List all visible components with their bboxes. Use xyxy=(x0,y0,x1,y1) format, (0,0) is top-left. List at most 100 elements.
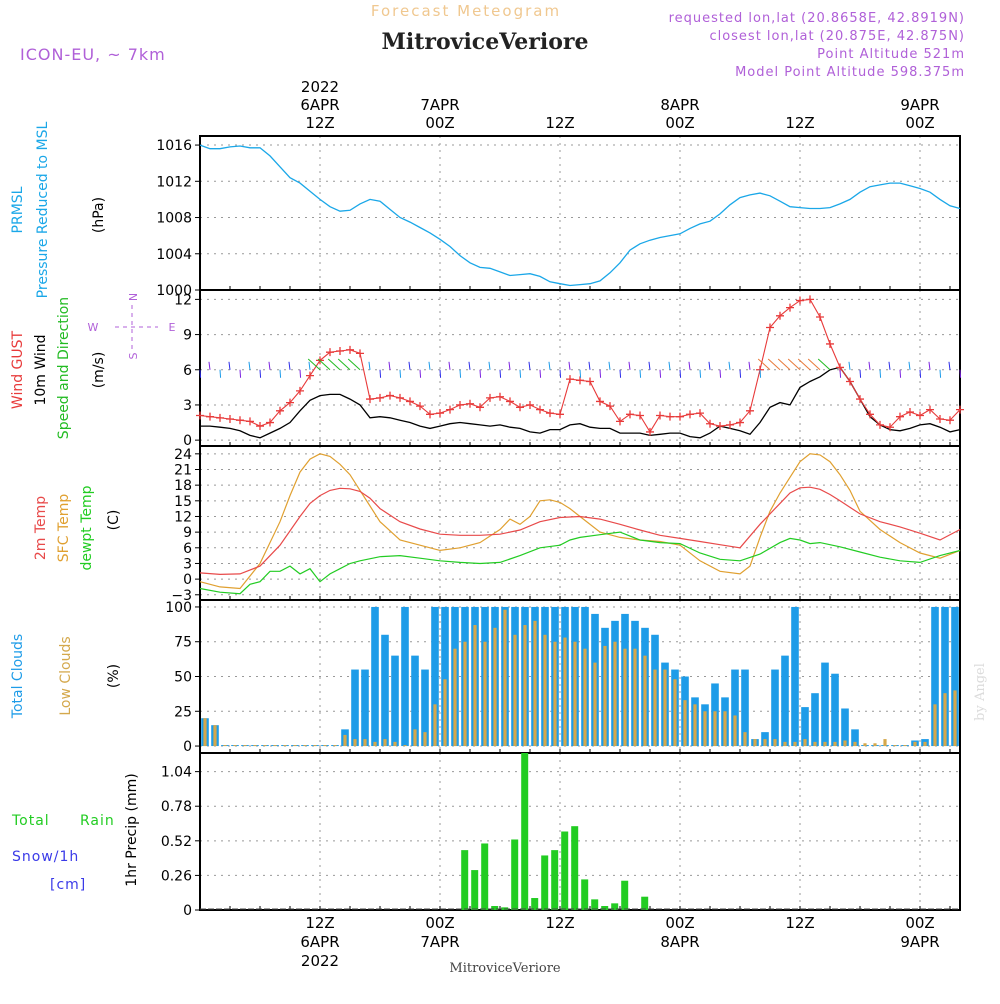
low-clouds-bar xyxy=(693,704,697,747)
precip-bar xyxy=(621,880,629,910)
top-date-label: 7APR xyxy=(420,96,459,114)
temp-ytick-label: 0 xyxy=(183,572,192,588)
clouds-unit: (%) xyxy=(106,664,122,688)
wind-direction-arrow xyxy=(439,369,442,378)
bottom-hour-label: 12Z xyxy=(785,914,814,932)
pressure-label-msl: Pressure Reduced to MSL xyxy=(35,121,51,298)
precip-ytick-label: 0.78 xyxy=(161,799,192,815)
wind-direction-arrow xyxy=(639,369,642,378)
wind-gust-mark xyxy=(586,377,594,386)
total-clouds-bar xyxy=(781,655,789,747)
low-clouds-bar xyxy=(793,741,797,747)
low-clouds-bar xyxy=(863,743,867,747)
low-clouds-bar xyxy=(473,625,477,747)
wind-gust-mark xyxy=(486,393,494,402)
wind-gust-mark xyxy=(806,295,814,304)
total-clouds-bar xyxy=(741,669,749,747)
clouds-ytick-label: 0 xyxy=(183,739,192,755)
wind-direction-arrow xyxy=(928,361,931,370)
precip-ytick-label: 0 xyxy=(183,903,192,919)
wind-direction-arrow xyxy=(559,369,562,378)
compass-s: S xyxy=(127,352,140,359)
wind-direction-arrow xyxy=(817,358,831,371)
wind-ytick-label: 0 xyxy=(183,433,192,449)
wind-gust-mark xyxy=(496,392,504,401)
precip-bar xyxy=(591,899,599,910)
wind-gust-mark xyxy=(466,399,474,408)
precip-bar xyxy=(581,879,589,910)
wind-direction-arrow xyxy=(719,369,722,378)
low-clouds-bar xyxy=(503,609,507,747)
wind-gust-mark xyxy=(526,400,534,409)
low-clouds-bar xyxy=(343,734,347,747)
wind-gust-mark xyxy=(676,412,684,421)
pressure-ytick-label: 1000 xyxy=(156,283,192,299)
low-clouds-bar xyxy=(763,739,767,747)
wind-direction-arrow xyxy=(628,361,631,370)
wind-gust-mark xyxy=(816,312,824,321)
low-clouds-bar xyxy=(733,715,737,747)
low-clouds-bar xyxy=(323,745,327,747)
low-clouds-bar xyxy=(523,625,527,747)
total-clouds-bar xyxy=(411,655,419,747)
chart-panels: 10001004100810121016036912−3036912151821… xyxy=(156,135,964,919)
pressure-frame xyxy=(199,135,961,291)
low-clouds-bar xyxy=(953,690,957,747)
wind-gust-mark xyxy=(876,420,884,429)
total-clouds-bar xyxy=(731,669,739,747)
precip-bar xyxy=(611,903,619,910)
wind-direction-arrow xyxy=(259,369,262,378)
low-clouds-bar xyxy=(933,704,937,747)
pressure-label-prmsl: PRMSL xyxy=(10,186,26,233)
wind-direction-arrow xyxy=(239,369,242,378)
low-clouds-bar xyxy=(203,718,207,747)
low-clouds-bar xyxy=(703,711,707,747)
wind-gust-mark xyxy=(716,422,724,431)
wind-gust-mark xyxy=(406,397,414,406)
low-clouds-bar xyxy=(653,669,657,747)
precip-label-cm: [cm] xyxy=(50,877,86,893)
wind-10m-line xyxy=(200,366,961,439)
wind-direction-arrow xyxy=(308,361,311,370)
low-clouds-bar xyxy=(783,741,787,747)
low-clouds-bar xyxy=(913,741,917,747)
wind-gust-mark xyxy=(226,415,234,424)
low-clouds-bar xyxy=(493,627,497,747)
wind-direction-arrow xyxy=(908,361,911,370)
bottom-hour-label: 00Z xyxy=(665,914,694,932)
precip-bar xyxy=(561,831,569,910)
total-clouds-bar xyxy=(791,606,799,747)
low-clouds-bar xyxy=(513,634,517,747)
wind-label-gust: Wind GUST xyxy=(10,330,26,409)
wind-direction-arrow xyxy=(948,361,951,370)
precip-bar xyxy=(541,855,549,910)
wind-direction-arrow xyxy=(347,358,361,371)
wind-direction-arrow xyxy=(499,369,502,378)
low-clouds-bar xyxy=(713,711,717,747)
total-clouds-bar xyxy=(811,693,819,747)
wind-gust-mark xyxy=(386,391,394,400)
low-clouds-bar xyxy=(333,745,337,747)
clouds-panel: 0 25 50 75 100 xyxy=(165,599,961,755)
total-clouds-bar xyxy=(351,669,359,747)
total-clouds-bar xyxy=(361,669,369,747)
clouds-ytick-label: 100 xyxy=(165,600,192,616)
pressure-line xyxy=(199,144,961,287)
low-clouds-bar xyxy=(873,743,877,747)
wind-gust-mark xyxy=(276,406,284,415)
pressure-ytick-label: 1004 xyxy=(156,247,192,263)
temp-ytick-label: 6 xyxy=(183,541,192,557)
wind-label-10m: 10m Wind xyxy=(33,334,49,405)
precip-panel-labels: Total Rain Snow/1h [cm] 1hr Precip (mm) xyxy=(11,773,140,893)
wind-direction-arrow xyxy=(757,358,771,371)
low-clouds-bar xyxy=(413,729,417,747)
clouds-panel-labels: Total Clouds Low Clouds (%) xyxy=(10,634,122,719)
low-clouds-bar xyxy=(233,745,237,747)
wind-direction-arrow xyxy=(599,369,602,378)
pressure-panel-labels: PRMSL Pressure Reduced to MSL (hPa) xyxy=(10,121,107,298)
wind-direction-arrow xyxy=(459,369,462,378)
wind-gust-mark xyxy=(416,402,424,411)
wind-direction-arrow xyxy=(919,369,922,378)
wind-gust-mark xyxy=(246,417,254,426)
